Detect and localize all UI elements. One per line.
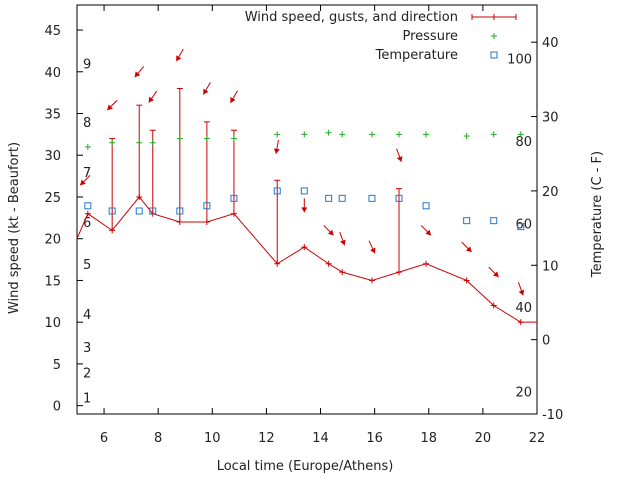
axes-layer: 6 8 10 12 14 16 18 20 22051015202530354045-10010…	[44, 4, 563, 446]
beaufort-label: 8	[83, 116, 91, 131]
y-tick-label: 30	[44, 149, 61, 164]
fahrenheit-label: 80	[515, 135, 532, 150]
y-tick-label: 0	[53, 400, 61, 415]
wind-direction-arrowhead	[176, 55, 182, 62]
beaufort-label: 4	[83, 308, 91, 323]
x-tick-label: 18	[420, 431, 437, 446]
plot-frame	[76, 4, 538, 415]
wind-direction-arrowhead	[107, 104, 113, 111]
wind-direction-arrowhead	[370, 247, 376, 254]
y2-tick-label: 20	[542, 185, 559, 200]
wind-direction-arrowhead	[134, 71, 141, 78]
temperature-point	[230, 194, 238, 202]
y-tick-label: 5	[53, 358, 61, 373]
y-tick-label: 35	[44, 108, 61, 123]
legend-label-temperature: Temperature	[375, 48, 458, 63]
fahrenheit-label: 40	[515, 301, 532, 316]
beaufort-label: 1	[83, 391, 91, 406]
temperature-point	[325, 194, 333, 202]
x-axis-label: Local time (Europe/Athens)	[217, 459, 394, 474]
temperature-point	[203, 202, 211, 210]
wind-direction-arrowhead	[340, 239, 346, 246]
temperature-point	[463, 217, 471, 225]
y-tick-label: 25	[44, 191, 61, 206]
y-axis-label: Wind speed (kt - Beaufort)	[7, 142, 22, 314]
wind-direction-arrowhead	[327, 229, 334, 236]
wind-direction-arrowhead	[203, 88, 209, 95]
x-tick-label: 8	[154, 431, 162, 446]
temperature-point	[84, 202, 92, 210]
x-tick-label: 20	[475, 431, 492, 446]
fahrenheit-label: 20	[515, 386, 532, 401]
temperature-point	[422, 202, 430, 210]
temperature-point	[338, 194, 346, 202]
beaufort-label: 5	[83, 258, 91, 273]
temperature-point	[300, 187, 308, 195]
x-tick-label: 6	[100, 431, 108, 446]
beaufort-label: 6	[83, 216, 91, 231]
wind-direction-arrowhead	[230, 97, 236, 103]
x-tick-label: 14	[312, 431, 329, 446]
y2-tick-label: 40	[542, 36, 559, 51]
temperature-point	[135, 207, 143, 215]
temperature-point	[149, 207, 157, 215]
y-tick-label: 15	[44, 274, 61, 289]
y2-tick-label: 0	[542, 334, 550, 349]
x-tick-label: 22	[529, 431, 546, 446]
wind-direction-arrowhead	[396, 156, 403, 162]
y2-axis-label: Temperature (C - F)	[590, 151, 605, 278]
temperature-point	[108, 207, 116, 215]
wind-direction-arrowhead	[425, 229, 432, 236]
temperature-point	[395, 194, 403, 202]
temperature-point	[368, 194, 376, 202]
x-tick-label: 10	[204, 431, 221, 446]
beaufort-label: 7	[83, 166, 91, 181]
y-tick-label: 45	[44, 24, 61, 39]
y-tick-label: 40	[44, 66, 61, 81]
fahrenheit-label: 100	[507, 53, 532, 68]
temperature-point	[273, 187, 281, 195]
wind-direction-arrowhead	[80, 179, 86, 186]
wind-direction-arrowhead	[492, 271, 499, 278]
y2-tick-label: 10	[542, 259, 559, 274]
legend-label-wind: Wind speed, gusts, and direction	[245, 10, 458, 25]
wind-direction-arrowhead	[518, 289, 525, 296]
temperature-point	[490, 217, 498, 225]
beaufort-label: 2	[83, 366, 91, 381]
y-tick-label: 10	[44, 316, 61, 331]
y2-tick-label: -10	[542, 408, 563, 423]
wind-direction-arrowhead	[148, 96, 155, 103]
wind-direction-arrowhead	[465, 246, 472, 253]
y-tick-label: 20	[44, 233, 61, 248]
x-tick-label: 16	[366, 431, 383, 446]
wind-direction-arrowhead	[301, 207, 308, 213]
beaufort-label: 3	[83, 341, 91, 356]
data-layer	[76, 48, 537, 326]
beaufort-label: 9	[83, 57, 91, 72]
temperature-point	[176, 207, 184, 215]
temperature-point	[517, 223, 525, 231]
legend-label-pressure: Pressure	[402, 29, 458, 44]
legend: Wind speed, gusts, and direction Pressur…	[245, 10, 517, 63]
legend-mark-temperature	[490, 51, 498, 59]
wind-direction-arrowhead	[273, 148, 280, 154]
y2-tick-label: 30	[542, 111, 559, 126]
x-tick-label: 12	[258, 431, 275, 446]
